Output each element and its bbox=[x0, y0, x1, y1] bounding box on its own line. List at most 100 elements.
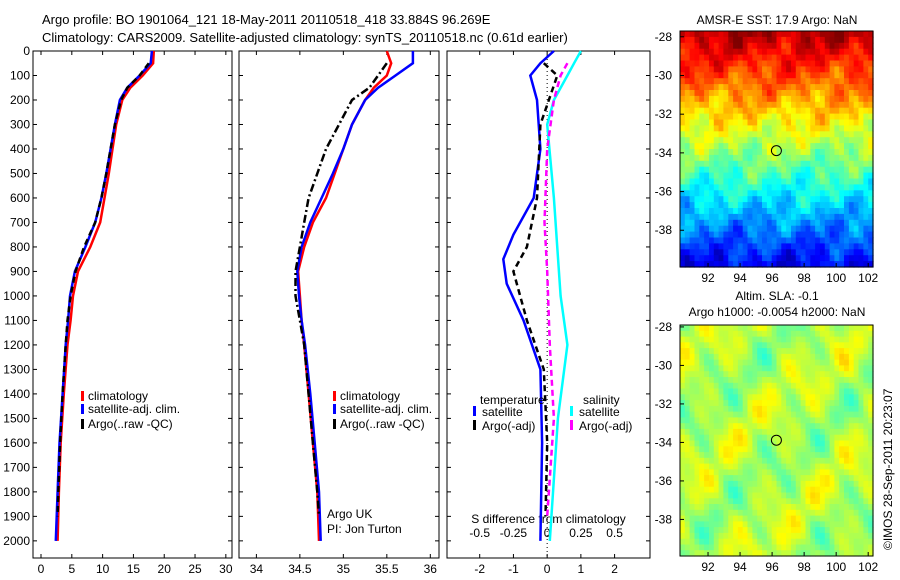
heatmap-cell bbox=[834, 149, 840, 156]
heatmap-cell bbox=[815, 394, 821, 401]
heatmap-cell bbox=[728, 377, 734, 384]
heatmap-cell bbox=[776, 353, 782, 361]
heatmap-cell bbox=[704, 213, 710, 221]
heatmap-cell bbox=[781, 72, 787, 79]
heatmap-cell bbox=[858, 60, 864, 67]
heatmap-cell bbox=[815, 243, 821, 250]
heatmap-cell bbox=[795, 255, 802, 262]
heatmap-cell bbox=[800, 371, 807, 378]
legend-title: temperature bbox=[480, 393, 545, 407]
heatmap-cell bbox=[757, 550, 763, 557]
heatmap-cell bbox=[728, 166, 734, 174]
heatmap-cell bbox=[863, 377, 869, 384]
heatmap-cell bbox=[781, 101, 787, 109]
heatmap-cell bbox=[829, 509, 836, 517]
heatmap-cell bbox=[824, 208, 831, 215]
heatmap-cell bbox=[810, 48, 816, 56]
heatmap-cell bbox=[824, 154, 831, 162]
heatmap-cell bbox=[752, 202, 758, 209]
heatmap-cell bbox=[723, 394, 729, 401]
heatmap-cell bbox=[694, 255, 700, 262]
heatmap-cell bbox=[810, 172, 816, 180]
heatmap-cell bbox=[815, 440, 821, 447]
heatmap-cell bbox=[680, 538, 686, 546]
heatmap-cell bbox=[795, 371, 802, 378]
heatmap-cell bbox=[781, 521, 787, 528]
heatmap-cell bbox=[733, 48, 739, 56]
heatmap-cell bbox=[728, 95, 734, 103]
heatmap-cell bbox=[819, 365, 826, 372]
heatmap-cell bbox=[752, 72, 758, 79]
heatmap-cell bbox=[709, 359, 715, 366]
heatmap-cell bbox=[824, 237, 831, 244]
heatmap-cell bbox=[776, 255, 782, 262]
heatmap-cell bbox=[791, 550, 797, 557]
heatmap-cell bbox=[844, 31, 850, 38]
heatmap-cell bbox=[781, 160, 787, 168]
heatmap-cell bbox=[863, 231, 869, 239]
heatmap-cell bbox=[848, 538, 855, 546]
heatmap-cell bbox=[684, 225, 691, 233]
heatmap-cell bbox=[762, 219, 768, 227]
heatmap-cell bbox=[771, 532, 778, 540]
heatmap-cell bbox=[824, 371, 831, 378]
heatmap-cell bbox=[762, 428, 768, 436]
heatmap-cell bbox=[776, 359, 782, 366]
heatmap-cell bbox=[781, 107, 787, 115]
heatmap-cell bbox=[786, 411, 792, 418]
heatmap-cell bbox=[819, 377, 826, 384]
heatmap-cell bbox=[752, 113, 758, 121]
heatmap-cell bbox=[718, 492, 725, 499]
heatmap-cell bbox=[781, 359, 787, 366]
heatmap-cell bbox=[834, 492, 840, 499]
heatmap-cell bbox=[791, 457, 797, 465]
heatmap-cell bbox=[858, 388, 864, 395]
heatmap-cell bbox=[853, 36, 860, 44]
heatmap-cell bbox=[718, 417, 725, 424]
heatmap-cell bbox=[762, 225, 768, 233]
heatmap-cell bbox=[800, 113, 807, 121]
heatmap-cell bbox=[694, 348, 700, 355]
heatmap-cell bbox=[709, 532, 715, 540]
heatmap-cell bbox=[819, 544, 826, 551]
heatmap-cell bbox=[704, 190, 710, 197]
heatmap-cell bbox=[853, 184, 860, 191]
heatmap-cell bbox=[718, 336, 725, 343]
heatmap-cell bbox=[781, 353, 787, 361]
heatmap-cell bbox=[742, 330, 749, 338]
heatmap-cell bbox=[699, 154, 705, 162]
heatmap-cell bbox=[762, 342, 768, 349]
heatmap-cell bbox=[810, 469, 816, 476]
heatmap-cell bbox=[858, 54, 864, 62]
heatmap-cell bbox=[800, 509, 807, 517]
heatmap-cell bbox=[733, 231, 739, 239]
heatmap-cell bbox=[684, 480, 691, 488]
heatmap-cell bbox=[704, 498, 710, 505]
heatmap-cell bbox=[810, 78, 816, 85]
legend-swatch bbox=[81, 404, 84, 414]
heatmap-cell bbox=[863, 184, 869, 191]
heatmap-cell bbox=[776, 538, 782, 546]
heatmap-cell bbox=[786, 544, 792, 551]
heatmap-cell bbox=[868, 101, 874, 109]
heatmap-cell bbox=[699, 137, 705, 144]
heatmap-cell bbox=[737, 95, 744, 103]
heatmap-cell bbox=[853, 480, 860, 488]
heatmap-cell bbox=[704, 440, 710, 447]
heatmap-cell bbox=[815, 249, 821, 256]
heatmap-cell bbox=[742, 101, 749, 109]
heatmap-cell bbox=[737, 36, 744, 44]
heatmap-cell bbox=[694, 550, 700, 557]
heatmap-cell bbox=[771, 400, 778, 407]
heatmap-cell bbox=[776, 190, 782, 197]
heatmap-cell bbox=[704, 95, 710, 103]
heatmap-cell bbox=[713, 107, 720, 115]
heatmap-cell bbox=[752, 119, 758, 126]
heatmap-cell bbox=[863, 249, 869, 256]
heatmap-cell bbox=[728, 348, 734, 355]
heatmap-cell bbox=[805, 348, 811, 355]
heatmap-cell bbox=[713, 342, 720, 349]
heatmap-cell bbox=[819, 119, 826, 126]
legend-swatch bbox=[81, 419, 84, 429]
heatmap-cell bbox=[742, 423, 749, 430]
